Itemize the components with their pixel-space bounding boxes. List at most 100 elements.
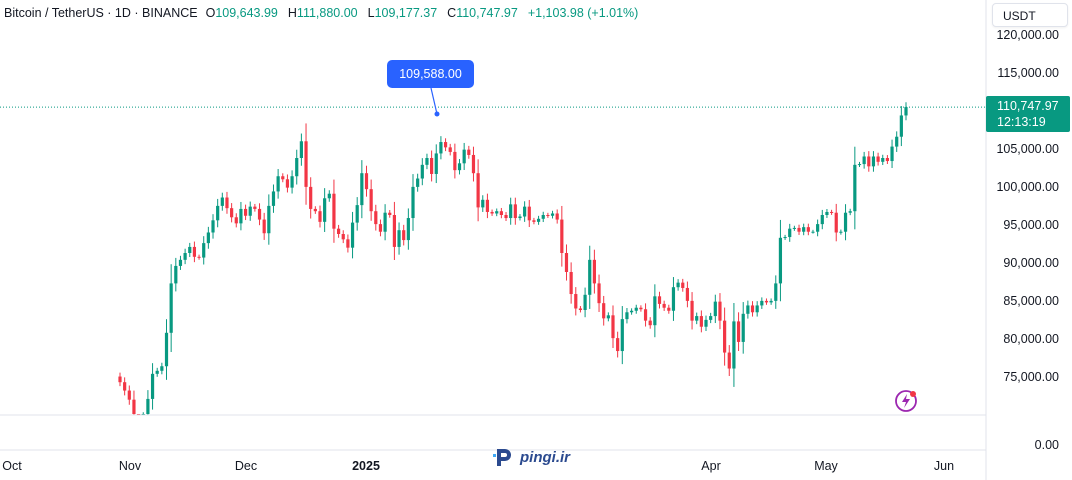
- candle-body[interactable]: [397, 230, 401, 247]
- candle-body[interactable]: [750, 305, 755, 313]
- candle-body[interactable]: [606, 315, 610, 319]
- currency-button[interactable]: USDT: [992, 3, 1068, 27]
- candle-body[interactable]: [611, 315, 615, 339]
- candle-body[interactable]: [513, 204, 517, 219]
- candle-body[interactable]: [634, 307, 638, 311]
- candle-body[interactable]: [248, 206, 252, 216]
- candle-body[interactable]: [443, 142, 448, 148]
- candle-body[interactable]: [197, 256, 201, 258]
- candle-body[interactable]: [648, 320, 652, 326]
- candle-body[interactable]: [285, 179, 290, 188]
- candle-body[interactable]: [806, 227, 810, 232]
- candle-body[interactable]: [206, 232, 210, 244]
- candle-body[interactable]: [155, 370, 159, 374]
- candle-body[interactable]: [202, 243, 206, 258]
- candle-body[interactable]: [406, 218, 410, 241]
- candle-body[interactable]: [843, 212, 848, 232]
- candle-body[interactable]: [560, 219, 564, 253]
- candle-body[interactable]: [467, 149, 471, 155]
- candle-body[interactable]: [820, 215, 824, 225]
- candle-body[interactable]: [378, 224, 383, 232]
- candle-body[interactable]: [281, 176, 285, 180]
- candle-body[interactable]: [476, 173, 480, 208]
- candle-body[interactable]: [602, 303, 606, 319]
- candle-body[interactable]: [695, 316, 699, 321]
- candle-body[interactable]: [597, 283, 601, 304]
- candle-body[interactable]: [383, 212, 387, 232]
- candle-body[interactable]: [434, 153, 438, 174]
- candle-body[interactable]: [220, 197, 224, 206]
- candle-body[interactable]: [448, 147, 452, 152]
- candle-body[interactable]: [146, 398, 150, 414]
- candle-body[interactable]: [234, 217, 238, 224]
- candle-body[interactable]: [369, 189, 373, 212]
- candle-body[interactable]: [425, 158, 429, 165]
- candle-body[interactable]: [862, 156, 866, 165]
- symbol-title[interactable]: Bitcoin / TetherUS · 1D · BINANCE: [4, 6, 198, 20]
- candle-body[interactable]: [257, 208, 262, 220]
- candle-body[interactable]: [811, 231, 815, 233]
- candle-body[interactable]: [471, 154, 476, 174]
- candle-body[interactable]: [457, 163, 462, 171]
- candle-body[interactable]: [792, 227, 796, 229]
- candle-body[interactable]: [536, 218, 541, 222]
- candle-body[interactable]: [332, 193, 336, 229]
- candle-body[interactable]: [564, 253, 569, 272]
- candle-body[interactable]: [629, 310, 634, 313]
- candle-body[interactable]: [890, 146, 894, 162]
- candle-body[interactable]: [299, 141, 303, 158]
- candle-body[interactable]: [481, 199, 485, 208]
- candle-body[interactable]: [825, 211, 829, 215]
- candle-body[interactable]: [690, 300, 694, 321]
- candle-body[interactable]: [430, 158, 434, 174]
- candle-body[interactable]: [769, 300, 773, 303]
- candle-body[interactable]: [164, 332, 169, 367]
- candle-body[interactable]: [592, 259, 596, 284]
- candle-body[interactable]: [871, 156, 876, 167]
- candle-body[interactable]: [639, 307, 643, 310]
- candle-body[interactable]: [555, 213, 559, 220]
- candle-body[interactable]: [583, 294, 587, 310]
- candle-body[interactable]: [709, 316, 713, 320]
- candle-body[interactable]: [341, 234, 345, 240]
- candle-body[interactable]: [127, 390, 131, 400]
- candle-body[interactable]: [169, 283, 173, 333]
- candle-body[interactable]: [123, 382, 127, 391]
- candle-body[interactable]: [755, 305, 759, 313]
- candle-body[interactable]: [150, 373, 155, 399]
- candle-body[interactable]: [504, 215, 508, 219]
- candle-body[interactable]: [416, 178, 420, 187]
- candle-body[interactable]: [336, 228, 341, 234]
- candle-body[interactable]: [588, 259, 592, 295]
- candle-body[interactable]: [327, 193, 331, 199]
- candle-body[interactable]: [132, 399, 136, 414]
- candle-body[interactable]: [541, 215, 545, 219]
- candle-body[interactable]: [657, 296, 662, 304]
- candle-body[interactable]: [839, 231, 843, 233]
- candle-body[interactable]: [374, 211, 378, 225]
- candle-body[interactable]: [262, 219, 266, 234]
- candle-body[interactable]: [192, 246, 197, 257]
- candle-body[interactable]: [346, 239, 350, 248]
- candle-body[interactable]: [411, 186, 415, 219]
- candle-body[interactable]: [550, 213, 555, 216]
- candle-body[interactable]: [829, 211, 834, 213]
- candle-body[interactable]: [774, 283, 778, 301]
- candle-body[interactable]: [643, 309, 648, 321]
- candle-body[interactable]: [816, 224, 820, 232]
- candle-body[interactable]: [620, 319, 624, 352]
- candle-body[interactable]: [355, 205, 359, 223]
- candle-body[interactable]: [188, 246, 192, 253]
- candle-body[interactable]: [625, 312, 629, 320]
- candle-body[interactable]: [239, 208, 243, 224]
- candle-body[interactable]: [788, 228, 792, 238]
- candle-body[interactable]: [676, 282, 680, 288]
- candle-body[interactable]: [509, 204, 513, 219]
- candle-body[interactable]: [727, 352, 731, 369]
- candle-body[interactable]: [667, 307, 671, 311]
- candle-body[interactable]: [736, 321, 741, 342]
- candle-body[interactable]: [243, 208, 248, 216]
- candle-body[interactable]: [904, 107, 908, 116]
- candle-body[interactable]: [569, 272, 573, 295]
